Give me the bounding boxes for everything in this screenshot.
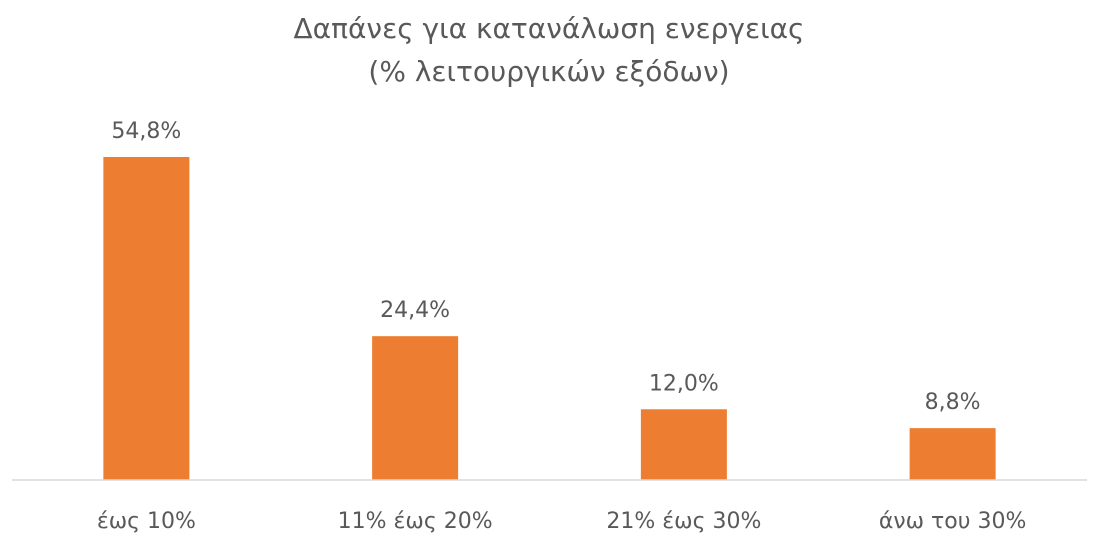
x-tick-label: 21% έως 30%	[606, 509, 761, 534]
data-label: 12,0%	[649, 371, 719, 396]
data-label: 24,4%	[380, 298, 450, 323]
x-tick-label: 11% έως 20%	[338, 509, 493, 534]
data-label: 54,8%	[111, 119, 181, 144]
x-tick-label: άνω του 30%	[879, 509, 1027, 534]
bar	[909, 428, 996, 480]
bar	[372, 336, 459, 480]
x-tick-label: έως 10%	[97, 509, 196, 534]
bar	[640, 409, 727, 480]
bar	[103, 157, 190, 480]
chart-title: Δαπάνες για κατανάλωση ενεργειας	[294, 12, 805, 45]
chart-subtitle: (% λειτουργικών εξόδων)	[368, 55, 729, 88]
data-label: 8,8%	[925, 390, 981, 415]
